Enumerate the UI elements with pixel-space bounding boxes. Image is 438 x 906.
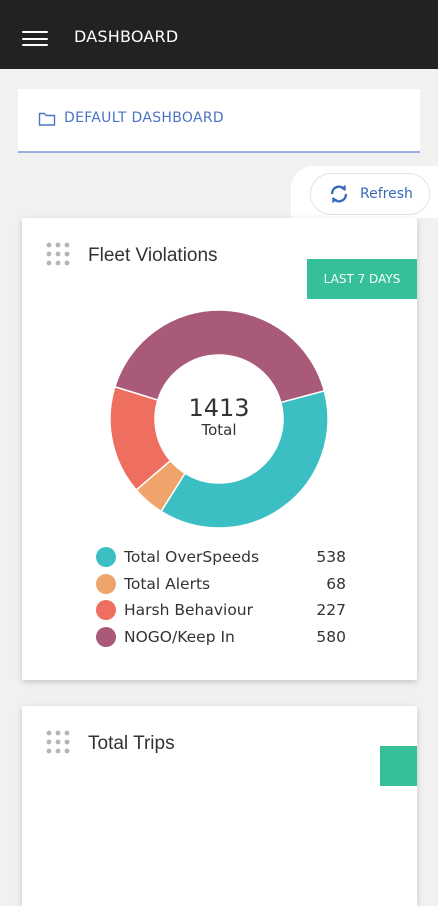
legend-swatch — [96, 600, 116, 621]
legend-swatch — [96, 547, 116, 568]
legend-label: NOGO/Keep In — [124, 627, 235, 646]
legend-value: 227 — [316, 601, 346, 620]
period-button[interactable] — [380, 746, 417, 786]
legend-swatch — [96, 573, 116, 594]
legend-value: 68 — [326, 574, 346, 593]
dashboard-selector-label: DEFAULT DASHBOARD — [64, 110, 224, 126]
donut-slice-total-overspeeds[interactable] — [160, 389, 329, 529]
legend-label: Total OverSpeeds — [124, 548, 260, 567]
page-title: DASHBOARD — [74, 27, 179, 46]
chart-legend: Total OverSpeeds 538 Total Alerts 68 Har… — [96, 544, 346, 650]
legend-item[interactable]: NOGO/Keep In 580 — [96, 624, 346, 651]
folder-icon — [38, 112, 56, 126]
dashboard-selector[interactable]: DEFAULT DASHBOARD — [18, 89, 420, 153]
fleet-violations-card: Fleet Violations LAST 7 DAYS 1413 Total … — [22, 218, 417, 680]
refresh-label: Refresh — [360, 186, 413, 202]
legend-swatch — [96, 626, 116, 647]
legend-item[interactable]: Total Alerts 68 — [96, 571, 346, 598]
card-title: Total Trips — [88, 733, 175, 754]
hamburger-icon[interactable] — [22, 31, 48, 46]
legend-value: 538 — [316, 548, 346, 567]
donut-chart-svg — [109, 309, 329, 529]
refresh-button[interactable]: Refresh — [310, 173, 430, 215]
legend-label: Harsh Behaviour — [124, 601, 254, 620]
donut-slice-nogo-keep-in[interactable] — [113, 309, 326, 404]
drag-handle-icon[interactable] — [46, 730, 70, 754]
donut-chart: 1413 Total — [109, 309, 329, 529]
period-button[interactable]: LAST 7 DAYS — [307, 259, 417, 299]
top-app-bar: DASHBOARD — [0, 0, 438, 69]
total-trips-card: Total Trips — [22, 706, 417, 906]
card-title: Fleet Violations — [88, 245, 218, 266]
legend-item[interactable]: Harsh Behaviour 227 — [96, 597, 346, 624]
legend-item[interactable]: Total OverSpeeds 538 — [96, 544, 346, 571]
legend-value: 580 — [316, 627, 346, 646]
refresh-icon — [330, 184, 348, 204]
drag-handle-icon[interactable] — [46, 242, 70, 266]
legend-label: Total Alerts — [124, 574, 211, 593]
